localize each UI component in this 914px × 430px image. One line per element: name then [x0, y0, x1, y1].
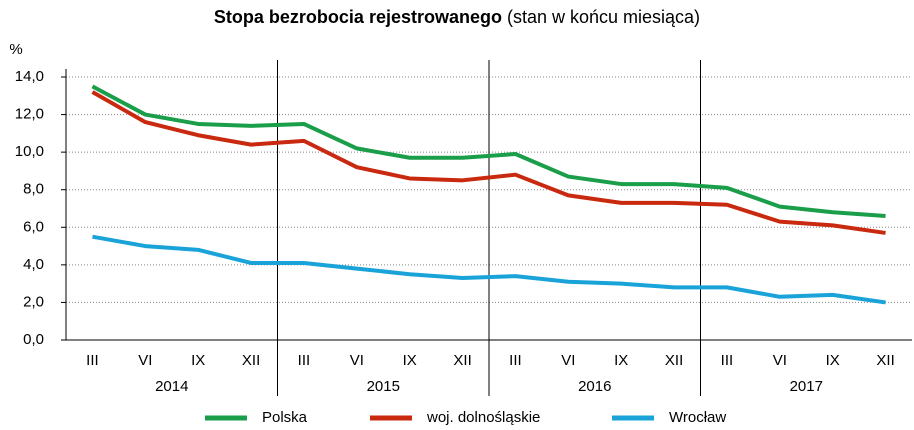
x-tick-label: IX: [191, 352, 205, 369]
y-tick-label: 2,0: [23, 293, 44, 310]
series-line: [91, 84, 886, 219]
y-tick-label: 12,0: [15, 106, 44, 123]
y-tick-label: 8,0: [23, 181, 44, 198]
y-tick-label: 10,0: [15, 143, 44, 160]
series-line: [91, 90, 886, 235]
x-tick-label: VI: [561, 352, 575, 369]
x-tick-label: IX: [614, 352, 628, 369]
x-tick-label: VI: [350, 352, 364, 369]
x-tick-label: IX: [403, 352, 417, 369]
x-tick-label: III: [721, 352, 734, 369]
y-tick-label: 4,0: [23, 256, 44, 273]
year-label: 2016: [578, 378, 611, 395]
year-label: 2015: [367, 378, 400, 395]
legend-label: woj. dolnośląskie: [426, 409, 540, 426]
chart-subtitle: (stan w końcu miesiąca): [507, 7, 700, 27]
x-tick-label: XII: [876, 352, 894, 369]
x-tick-label: IX: [826, 352, 840, 369]
x-tick-label: III: [509, 352, 522, 369]
y-tick-label: 6,0: [23, 218, 44, 235]
x-tick-label: III: [298, 352, 311, 369]
x-tick-label: XII: [453, 352, 471, 369]
x-tick-label: XII: [665, 352, 683, 369]
x-tick-label: VI: [138, 352, 152, 369]
legend-label: Wrocław: [669, 409, 726, 426]
x-tick-label: III: [86, 352, 99, 369]
series-line: [92, 234, 886, 305]
year-label: 2017: [790, 378, 823, 395]
chart-title: Stopa bezrobocia rejestrowanego: [214, 7, 502, 27]
chart-heading: Stopa bezrobocia rejestrowanego (stan w k…: [214, 7, 700, 27]
y-axis-label: %: [9, 41, 22, 58]
y-tick-label: 14,0: [15, 68, 44, 85]
year-label: 2014: [155, 378, 188, 395]
legend-label: Polska: [262, 409, 308, 426]
y-tick-label: 0,0: [23, 331, 44, 348]
x-tick-label: VI: [773, 352, 787, 369]
x-tick-label: XII: [242, 352, 260, 369]
